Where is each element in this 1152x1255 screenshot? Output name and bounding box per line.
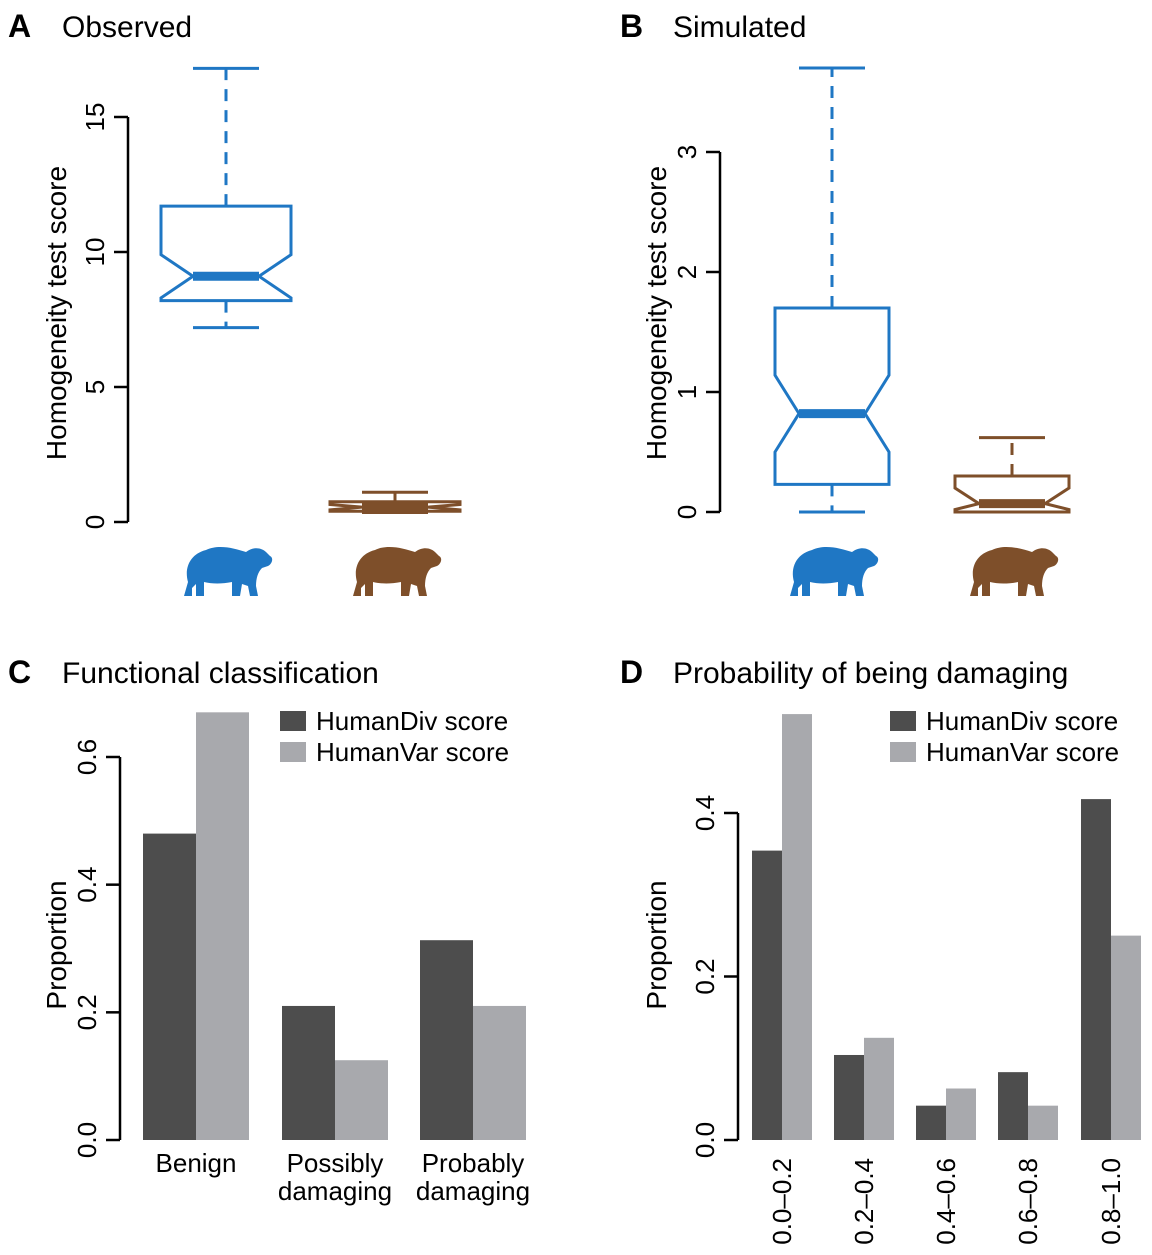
category-label: 0.0–0.2 [767,1158,797,1245]
legend-label: HumanDiv score [926,706,1118,736]
category-label: 0.6–0.8 [1013,1158,1043,1245]
panel-b: B Simulated Homogeneity test score 0 1 2 3 [620,8,1071,596]
box-polar-bear [773,306,891,486]
bar [196,712,249,1140]
category-label: Probably [422,1148,525,1178]
bar [782,714,812,1140]
y-tick-label: 2 [672,265,702,279]
brown-bear-icon [353,546,442,596]
polar-bear-icon [184,546,273,596]
panel-title-d: Probability of being damaging [673,657,1068,690]
y-tick-label: 10 [80,238,110,267]
y-tick-label: 0.2 [72,994,102,1030]
y-axis-a: 0 5 10 15 [80,103,130,529]
panel-a: A Observed Homogeneity test score 0 5 10 15 [8,8,462,596]
bar [864,1037,894,1140]
bar [282,1005,335,1140]
panel-d: D Probability of being damaging Proporti… [620,654,1141,1245]
panel-letter-a: A [8,8,31,44]
bar [834,1054,864,1140]
y-tick-label: 0.4 [72,867,102,903]
panel-letter-c: C [8,654,31,690]
legend-swatch [280,711,306,731]
y-axis-b: 0 1 2 3 [672,145,722,519]
y-axis-d: 0.0 0.2 0.4 [690,795,740,1158]
bar [752,850,782,1140]
category-label: 0.2–0.4 [849,1158,879,1245]
legend-swatch [890,742,916,762]
y-axis-label-d: Proportion [641,880,672,1009]
category-label: damaging [416,1176,530,1206]
y-axis-c: 0.0 0.2 0.4 0.6 [72,739,122,1158]
bar [916,1105,946,1140]
panel-c: C Functional classification Proportion 0… [8,654,530,1206]
y-tick-label: 3 [672,145,702,159]
boxes-a [159,66,462,515]
bar [420,940,473,1140]
bar [1111,935,1141,1140]
y-tick-label: 0.0 [690,1122,720,1158]
bar [473,1005,526,1140]
y-tick-label: 5 [80,380,110,394]
bar [335,1060,388,1140]
bar [1028,1105,1058,1140]
icons-b [790,546,1059,596]
brown-bear-icon [970,546,1059,596]
y-tick-label: 0.6 [72,739,102,775]
y-axis-label-a: Homogeneity test score [41,166,72,460]
y-axis-label-c: Proportion [41,880,72,1009]
polar-bear-icon [790,546,879,596]
panel-title-b: Simulated [673,11,806,44]
bars-c [143,712,526,1140]
box-polar-bear [159,204,293,303]
category-labels-d: 0.0–0.2 0.2–0.4 0.4–0.6 0.6–0.8 0.8–1.0 [767,1158,1126,1245]
y-tick-label: 15 [80,103,110,132]
box-brown-bear [328,500,462,513]
bar [143,833,196,1140]
legend-swatch [280,742,306,762]
category-label: Possibly [287,1148,384,1178]
panel-letter-d: D [620,654,643,690]
category-label: 0.8–1.0 [1096,1158,1126,1245]
y-tick-label: 0.2 [690,958,720,994]
panel-title-a: Observed [62,11,192,44]
y-tick-label: 0.0 [72,1122,102,1158]
box-brown-bear [953,474,1071,514]
category-label: Benign [156,1148,237,1178]
bars-d [752,714,1141,1140]
y-tick-label: 1 [672,385,702,399]
bar [998,1072,1028,1140]
panel-letter-b: B [620,8,643,44]
legend-label: HumanDiv score [316,706,508,736]
y-tick-label: 0.4 [690,795,720,831]
category-label: 0.4–0.6 [931,1158,961,1245]
icons-a [184,546,442,596]
y-axis-label-b: Homogeneity test score [641,166,672,460]
legend-label: HumanVar score [926,737,1119,767]
legend-swatch [890,711,916,731]
y-tick-label: 0 [80,515,110,529]
legend-label: HumanVar score [316,737,509,767]
bar [1081,799,1111,1140]
bar [946,1088,976,1140]
boxes-b [773,66,1071,514]
y-tick-label: 0 [672,505,702,519]
category-label: damaging [278,1176,392,1206]
panel-title-c: Functional classification [62,657,379,690]
